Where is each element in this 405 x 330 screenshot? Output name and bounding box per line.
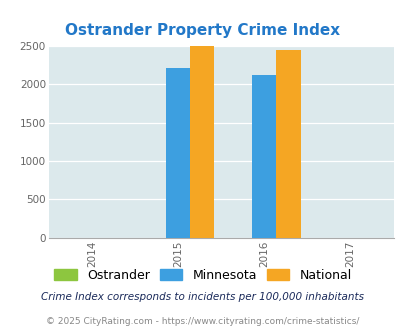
Bar [166, 68, 190, 238]
Bar [276, 50, 300, 238]
Bar [190, 46, 214, 238]
Legend: Ostrander, Minnesota, National: Ostrander, Minnesota, National [49, 264, 356, 287]
Text: Crime Index corresponds to incidents per 100,000 inhabitants: Crime Index corresponds to incidents per… [41, 292, 364, 302]
Text: Ostrander Property Crime Index: Ostrander Property Crime Index [65, 23, 340, 38]
Bar [252, 75, 276, 238]
Text: © 2025 CityRating.com - https://www.cityrating.com/crime-statistics/: © 2025 CityRating.com - https://www.city… [46, 317, 359, 326]
